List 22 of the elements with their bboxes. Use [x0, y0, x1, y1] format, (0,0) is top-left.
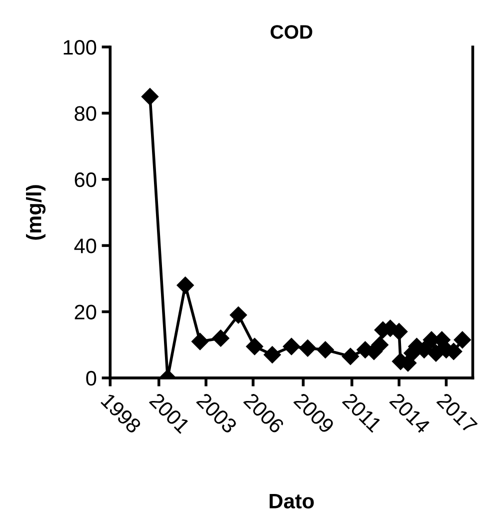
y-tick-label: 80: [74, 106, 96, 121]
chart-title: COD: [270, 25, 312, 39]
point: [141, 88, 159, 106]
point: [191, 332, 209, 350]
point: [230, 306, 247, 324]
point: [246, 338, 264, 356]
y-tick-label: 0: [86, 370, 96, 386]
point: [264, 346, 281, 364]
y-tick-label: 40: [74, 238, 96, 254]
y-axis-title: (mg/l): [26, 185, 46, 240]
point: [299, 340, 316, 357]
x-axis-title: Dato: [270, 494, 314, 508]
point: [371, 336, 388, 354]
point: [282, 338, 300, 356]
point: [212, 330, 230, 347]
y-tick-label: 60: [74, 172, 96, 188]
point: [316, 341, 334, 358]
y-tick-label: 100: [64, 40, 96, 55]
point: [176, 276, 194, 294]
point: [342, 348, 359, 365]
point: [454, 331, 471, 348]
y-tick-label: 20: [74, 304, 96, 320]
